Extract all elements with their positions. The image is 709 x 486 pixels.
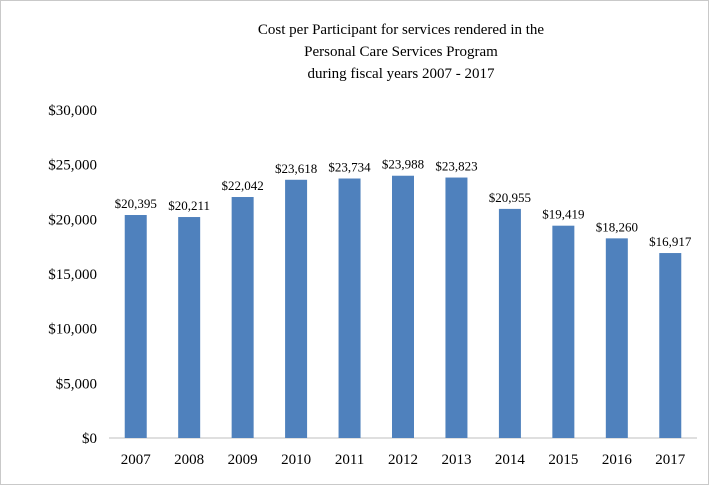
x-tick-label: 2015 <box>548 452 578 468</box>
x-tick-label: 2012 <box>388 452 418 468</box>
data-label: $23,823 <box>435 159 477 174</box>
y-tick-label: $20,000 <box>48 212 97 228</box>
bar-2016 <box>605 238 628 438</box>
chart-title-line-3: during fiscal years 2007 - 2017 <box>307 66 495 82</box>
bars <box>124 175 682 439</box>
x-axis: 2007 2008 2009 2010 2011 2012 2013 2014 2015 2016… <box>109 437 697 468</box>
y-tick-label: $25,000 <box>48 158 97 174</box>
data-label: $16,917 <box>649 234 692 249</box>
x-tick-label: 2014 <box>495 452 526 468</box>
data-label: $18,260 <box>596 219 638 234</box>
data-labels: $20,395 $20,211 $22,042 $23,618 $23,734 $23,9… <box>115 157 692 249</box>
data-label: $20,395 <box>115 196 157 211</box>
y-tick-label: $0 <box>82 431 97 447</box>
chart-title-line-1: Cost per Participant for services render… <box>258 22 544 38</box>
x-tick-label: 2011 <box>335 452 364 468</box>
bar-2010 <box>285 179 308 438</box>
y-tick-label: $30,000 <box>48 103 97 119</box>
chart-title: Cost per Participant for services render… <box>258 22 544 82</box>
bar-2008 <box>178 217 201 438</box>
data-label: $20,211 <box>168 198 210 213</box>
y-axis: $0 $5,000 $10,000 $15,000 $20,000 $25,000 $30,… <box>48 103 97 447</box>
x-tick-label: 2009 <box>228 452 258 468</box>
x-tick-label: 2008 <box>174 452 204 468</box>
data-label: $23,618 <box>275 161 317 176</box>
bar-2007 <box>124 215 147 438</box>
x-tick-label: 2010 <box>281 452 311 468</box>
bar-2012 <box>392 175 414 439</box>
bar-2013 <box>445 177 468 439</box>
x-tick-label: 2017 <box>655 452 686 468</box>
bar-2017 <box>659 253 682 438</box>
bar-2009 <box>231 197 254 438</box>
data-label: $23,734 <box>328 160 371 175</box>
x-tick-label: 2013 <box>441 452 471 468</box>
y-tick-label: $5,000 <box>56 376 97 392</box>
x-tick-label: 2016 <box>602 452 633 468</box>
y-tick-label: $15,000 <box>48 267 97 283</box>
data-label: $23,988 <box>382 157 424 172</box>
x-tick-label: 2007 <box>121 452 152 468</box>
bar-2014 <box>498 208 521 438</box>
data-label: $20,955 <box>489 190 531 205</box>
bar-2011 <box>338 178 361 438</box>
bar-2015 <box>552 225 575 438</box>
chart-title-line-2: Personal Care Services Program <box>304 44 498 60</box>
y-tick-label: $10,000 <box>48 322 97 338</box>
data-label: $22,042 <box>222 178 264 193</box>
data-label: $19,419 <box>542 207 584 222</box>
